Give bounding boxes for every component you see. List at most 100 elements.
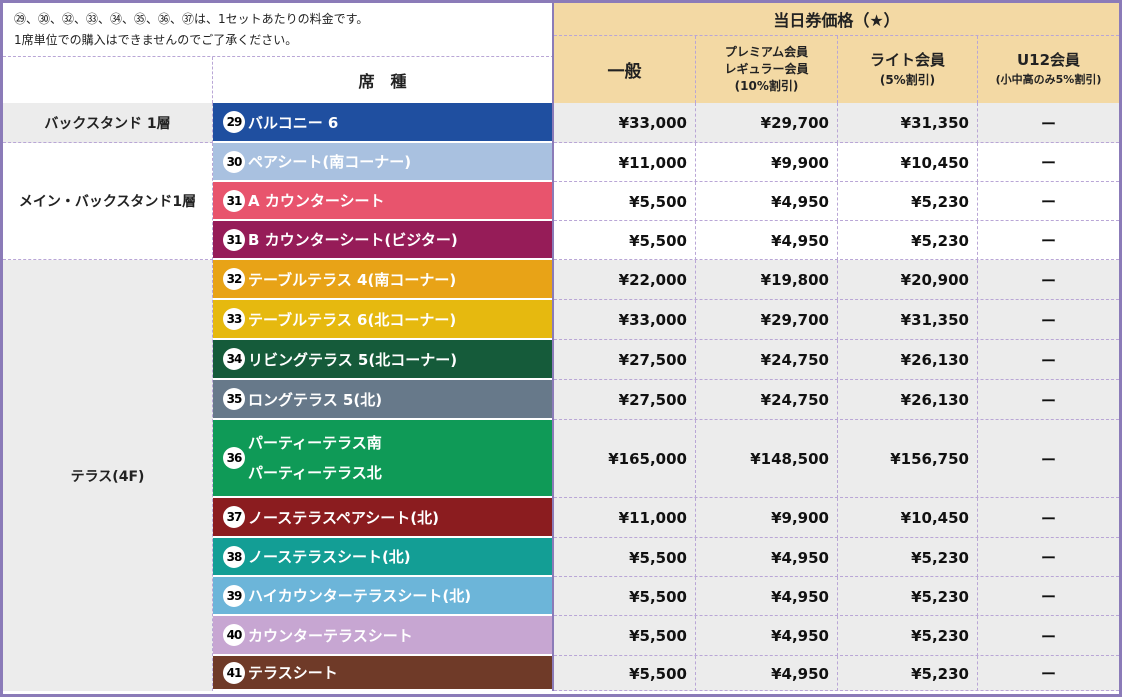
u12-price-cell: ー bbox=[1040, 627, 1056, 646]
header-category-cell bbox=[3, 57, 213, 103]
seat-number-badge: 35 bbox=[223, 388, 245, 410]
seat-name: A カウンターシート bbox=[248, 192, 385, 210]
seat-name: テラスシート bbox=[248, 664, 338, 682]
u12-price-cell: ー bbox=[1040, 154, 1056, 172]
seat-type-cell: 31 B カウンターシート(ビジター) bbox=[213, 221, 552, 260]
seat-name: B カウンターシート(ビジター) bbox=[248, 231, 458, 249]
header-u12: U12会員 (小中高のみ5%割引) bbox=[978, 36, 1119, 103]
note-line-1: ㉙、㉚、㉜、㉝、㉞、㉟、㊱、㊲は、1セットあたりの料金です。 bbox=[14, 12, 369, 26]
seat-name: ハイカウンターテラスシート(北) bbox=[248, 587, 472, 605]
lite-price-cell: ¥5,230 bbox=[838, 182, 978, 221]
header-lite: ライト会員 (5%割引) bbox=[838, 36, 978, 103]
u12-price-cell: ー bbox=[1040, 509, 1056, 528]
lite-price-cell: ¥5,230 bbox=[838, 221, 978, 260]
table-row bbox=[554, 260, 1119, 300]
seat-number-badge: 37 bbox=[223, 506, 245, 528]
seat-type-cell: 35 ロングテラス 5(北) bbox=[213, 380, 552, 420]
table-row bbox=[554, 340, 1119, 380]
general-price-cell: ¥22,000 bbox=[554, 260, 696, 300]
premium-price-cell: ¥29,700 bbox=[696, 103, 838, 143]
table-row bbox=[554, 498, 1119, 538]
general-price-cell: ¥165,000 bbox=[554, 420, 696, 498]
premium-price-cell: ¥29,700 bbox=[696, 300, 838, 340]
seat-name: バルコニー 6 bbox=[248, 113, 339, 132]
seat-number-badge: 31 bbox=[223, 189, 245, 212]
u12-price-cell: ー bbox=[1040, 193, 1056, 211]
seat-type-cell: 36 パーティーテラス南 パーティーテラス北 bbox=[213, 420, 552, 498]
general-price-cell: ¥11,000 bbox=[554, 498, 696, 538]
table-row bbox=[554, 221, 1119, 260]
lite-price-cell: ¥10,450 bbox=[838, 143, 978, 182]
lite-price-cell: ¥156,750 bbox=[838, 420, 978, 498]
seat-number-badge: 33 bbox=[223, 308, 245, 330]
note-line-2: 1席単位での購入はできませんのでご了承ください。 bbox=[14, 33, 298, 47]
seat-number-badge: 40 bbox=[223, 624, 245, 646]
header-same-day-price: 当日券価格（★） bbox=[554, 3, 1119, 36]
general-price-cell: ¥5,500 bbox=[554, 577, 696, 616]
table-row bbox=[554, 616, 1119, 656]
general-price-cell: ¥5,500 bbox=[554, 221, 696, 260]
seat-number-badge: 31 bbox=[223, 228, 245, 251]
seat-number-badge: 30 bbox=[223, 150, 245, 173]
table-row bbox=[554, 103, 1119, 143]
seat-name: ロングテラス 5(北) bbox=[248, 390, 383, 409]
header-left-area bbox=[3, 3, 554, 103]
seat-name: パーティーテラス南 bbox=[248, 434, 382, 452]
premium-price-cell: ¥4,950 bbox=[696, 616, 838, 656]
header-general: 一般 bbox=[554, 36, 696, 103]
u12-price-cell: ー bbox=[1040, 271, 1056, 290]
seat-number-badge: 41 bbox=[223, 661, 245, 684]
table-row bbox=[554, 143, 1119, 182]
lite-price-cell: ¥26,130 bbox=[838, 340, 978, 380]
seat-name: ノーステラスシート(北) bbox=[248, 548, 411, 566]
premium-price-cell: ¥19,800 bbox=[696, 260, 838, 300]
premium-price-cell: ¥4,950 bbox=[696, 221, 838, 260]
general-price-cell: ¥27,500 bbox=[554, 380, 696, 420]
seat-number-badge: 36 bbox=[223, 447, 245, 469]
general-price-cell: ¥11,000 bbox=[554, 143, 696, 182]
header-u12-line2: (小中高のみ5%割引) bbox=[995, 72, 1102, 86]
premium-price-cell: ¥148,500 bbox=[696, 420, 838, 498]
u12-price-cell: ー bbox=[1040, 114, 1056, 133]
seat-name: カウンターテラスシート bbox=[248, 626, 413, 645]
table-row bbox=[554, 380, 1119, 420]
u12-price-cell: ー bbox=[1040, 665, 1056, 683]
header-premium-line3: (10%割引) bbox=[734, 79, 799, 93]
note-divider bbox=[3, 56, 554, 57]
seat-number-badge: 32 bbox=[223, 268, 245, 290]
seat-number-badge: 38 bbox=[223, 545, 245, 568]
seat-type-cell: 39 ハイカウンターテラスシート(北) bbox=[213, 577, 552, 616]
seat-number-badge: 39 bbox=[223, 584, 245, 607]
u12-price-cell: ー bbox=[1040, 351, 1056, 370]
category-back-stand: バックスタンド 1層 bbox=[3, 103, 213, 143]
premium-price-cell: ¥9,900 bbox=[696, 143, 838, 182]
seat-name: ノーステラスペアシート(北) bbox=[248, 508, 440, 527]
u12-price-cell: ー bbox=[1040, 391, 1056, 410]
seat-name: ペアシート(南コーナー) bbox=[248, 153, 412, 171]
header-lite-line2: (5%割引) bbox=[879, 72, 936, 87]
lite-price-cell: ¥10,450 bbox=[838, 498, 978, 538]
seat-type-cell: 41 テラスシート bbox=[213, 656, 552, 691]
premium-price-cell: ¥9,900 bbox=[696, 498, 838, 538]
seat-name-group: パーティーテラス南 パーティーテラス北 bbox=[248, 428, 382, 488]
lite-price-cell: ¥31,350 bbox=[838, 300, 978, 340]
header-seat-type: 席 種 bbox=[358, 72, 407, 91]
lite-price-cell: ¥5,230 bbox=[838, 538, 978, 577]
header-lite-line1: ライト会員 bbox=[869, 50, 945, 69]
general-price-cell: ¥33,000 bbox=[554, 300, 696, 340]
seat-type-cell: 31 A カウンターシート bbox=[213, 182, 552, 221]
seat-type-cell: 34 リビングテラス 5(北コーナー) bbox=[213, 340, 552, 380]
seat-type-cell: 37 ノーステラスペアシート(北) bbox=[213, 498, 552, 538]
table-row bbox=[554, 538, 1119, 577]
premium-price-cell: ¥24,750 bbox=[696, 380, 838, 420]
seat-name: テーブルテラス 6(北コーナー) bbox=[248, 310, 457, 329]
lite-price-cell: ¥26,130 bbox=[838, 380, 978, 420]
table-row bbox=[554, 420, 1119, 498]
seat-number-badge: 29 bbox=[223, 111, 245, 133]
premium-price-cell: ¥4,950 bbox=[696, 182, 838, 221]
general-price-cell: ¥33,000 bbox=[554, 103, 696, 143]
premium-price-cell: ¥4,950 bbox=[696, 656, 838, 691]
header-premium: プレミアム会員 レギュラー会員 (10%割引) bbox=[696, 36, 838, 103]
header-premium-line2: レギュラー会員 bbox=[724, 62, 809, 76]
